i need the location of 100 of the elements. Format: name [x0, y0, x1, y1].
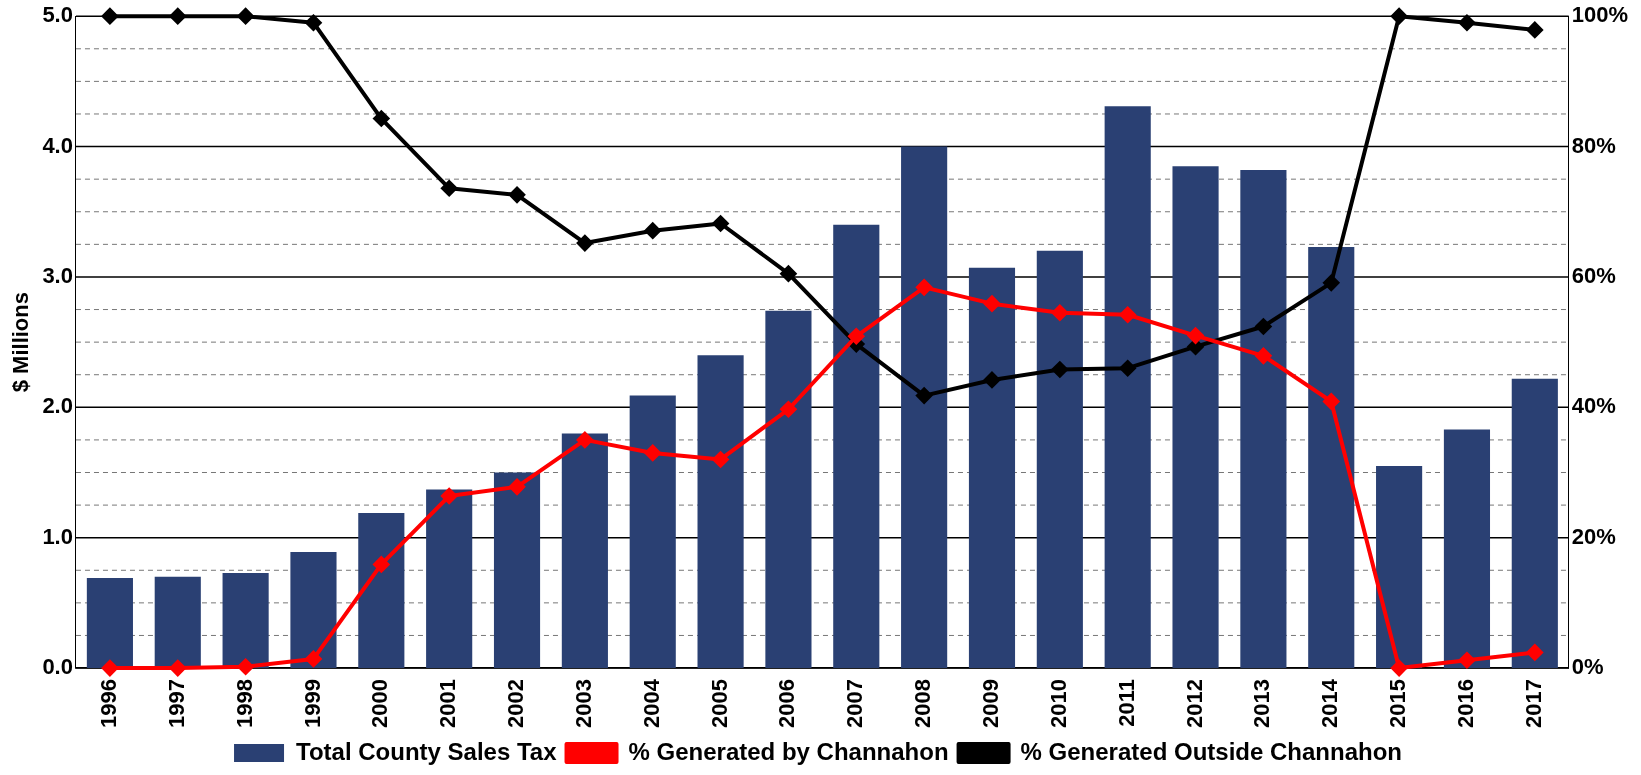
point	[576, 431, 593, 448]
point	[101, 8, 118, 25]
point	[983, 371, 1000, 388]
bar	[1104, 106, 1151, 669]
point	[237, 658, 254, 675]
y2-tick-label: 20%	[1571, 523, 1616, 549]
y-tick-label: 0.0	[42, 654, 73, 680]
x-tick-label: 1999	[299, 679, 325, 729]
y-tick-label: 5.0	[42, 2, 73, 28]
point	[373, 110, 390, 127]
y-tick-label: 1.0	[42, 523, 73, 549]
bar	[1376, 465, 1423, 669]
point	[1255, 318, 1272, 335]
y-tick-label: 2.0	[42, 393, 73, 419]
point	[1323, 393, 1340, 410]
point	[305, 650, 322, 667]
point	[712, 215, 729, 232]
point	[1119, 306, 1136, 323]
point	[1526, 644, 1543, 661]
x-tick-label: 2010	[1045, 679, 1071, 729]
point	[441, 180, 458, 197]
point	[1051, 361, 1068, 378]
point	[169, 8, 186, 25]
legend-label: % Generated by Channahon	[628, 737, 949, 765]
point	[237, 8, 254, 25]
bar	[154, 576, 201, 669]
point	[1255, 347, 1272, 364]
point	[712, 451, 729, 468]
x-tick-label: 2000	[367, 679, 393, 729]
point	[509, 478, 526, 495]
point	[576, 235, 593, 252]
bar	[968, 267, 1016, 669]
point	[916, 279, 933, 296]
y-axis-title: $ Millions	[8, 292, 34, 393]
point	[305, 14, 322, 31]
point	[1187, 327, 1204, 344]
x-tick-label: 2011	[1113, 679, 1139, 727]
bar	[493, 472, 541, 669]
x-tick-label: 2014	[1317, 678, 1343, 729]
point	[169, 660, 186, 677]
x-tick-label: 2001	[435, 679, 461, 729]
y2-tick-label: 40%	[1571, 393, 1616, 419]
bar	[901, 146, 948, 669]
point	[1526, 21, 1543, 38]
y2-tick-label: 0%	[1571, 654, 1604, 680]
x-tick-label: 2012	[1181, 679, 1207, 729]
x-tick-label: 1998	[231, 679, 257, 729]
bar	[1172, 166, 1219, 669]
point	[101, 660, 118, 677]
bar	[765, 310, 812, 669]
bar	[561, 433, 608, 669]
point	[1391, 8, 1408, 25]
point	[1458, 14, 1475, 31]
x-tick-label: 2008	[910, 679, 936, 729]
x-tick-label: 1997	[163, 679, 189, 729]
point	[644, 222, 661, 239]
bar	[222, 572, 269, 669]
x-tick-label: 2016	[1453, 679, 1479, 729]
bar	[426, 489, 473, 669]
bar	[1036, 250, 1083, 669]
x-tick-label: 2017	[1520, 679, 1546, 729]
point	[983, 295, 1000, 312]
point	[848, 328, 865, 345]
point	[1119, 360, 1136, 377]
point	[1391, 660, 1408, 677]
bar	[1443, 429, 1491, 669]
point	[644, 444, 661, 461]
x-tick-label: 2015	[1385, 679, 1411, 729]
point	[373, 556, 390, 573]
x-tick-label: 1996	[95, 679, 121, 729]
bar	[1308, 246, 1355, 669]
x-tick-label: 2006	[774, 679, 800, 729]
x-tick-label: 2009	[978, 679, 1004, 729]
x-tick-label: 2002	[503, 679, 529, 729]
bar	[833, 224, 880, 669]
bar	[358, 512, 405, 669]
point	[780, 265, 797, 282]
y2-tick-label: 60%	[1571, 263, 1616, 289]
bar	[1511, 378, 1558, 669]
bar	[290, 552, 337, 669]
legend-label: Total County Sales Tax	[296, 737, 558, 765]
y-tick-label: 4.0	[42, 132, 73, 158]
y2-tick-label: 100%	[1571, 2, 1629, 28]
point	[916, 387, 933, 404]
bar	[86, 578, 133, 669]
y2-tick-label: 80%	[1571, 132, 1616, 158]
bar	[697, 355, 744, 669]
legend-label: % Generated Outside Channahon	[1020, 737, 1402, 765]
point	[1051, 304, 1068, 321]
x-tick-label: 2007	[842, 679, 868, 729]
x-tick-label: 2005	[706, 679, 732, 729]
point	[780, 401, 797, 418]
x-tick-label: 2004	[638, 678, 664, 729]
bar	[629, 395, 676, 669]
y-tick-label: 3.0	[42, 263, 73, 289]
point	[509, 186, 526, 203]
bar	[1240, 170, 1287, 669]
point	[441, 487, 458, 504]
x-tick-label: 2013	[1249, 679, 1275, 729]
x-tick-label: 2003	[570, 679, 596, 729]
